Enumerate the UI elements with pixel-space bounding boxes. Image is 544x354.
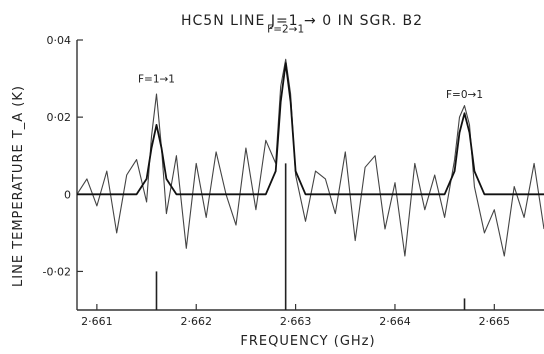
hyperfine-label: F=0→1 (446, 89, 483, 101)
hyperfine-label: F=2→1 (267, 23, 304, 35)
x-tick-label: 2·665 (479, 315, 511, 328)
y-axis-label: LINE TEMPERATURE T_A (K) (11, 85, 26, 287)
hyperfine-label: F=1→1 (138, 73, 175, 85)
x-tick-label: 2·663 (280, 315, 312, 328)
x-tick-label: 2·664 (379, 315, 411, 328)
x-tick-label: 2·662 (180, 315, 212, 328)
x-tick-label: 2·661 (81, 315, 113, 328)
fitted-profile-line (77, 62, 544, 196)
observed-spectrum-line (76, 58, 544, 257)
x-axis-label: FREQUENCY (GHz) (240, 334, 375, 349)
plot-area: 0·04 0·02 0 -0·02 2·661 2·662 2·663 2·664 2·665 F… (43, 23, 544, 328)
y-tick-label: 0 (64, 188, 71, 201)
chart-title: HC5N LINE J=1 → 0 IN SGR. B2 (181, 13, 423, 29)
y-tick-label: 0·04 (47, 34, 72, 47)
y-tick-label: 0·02 (47, 111, 72, 124)
y-tick-label: -0·02 (43, 265, 71, 278)
